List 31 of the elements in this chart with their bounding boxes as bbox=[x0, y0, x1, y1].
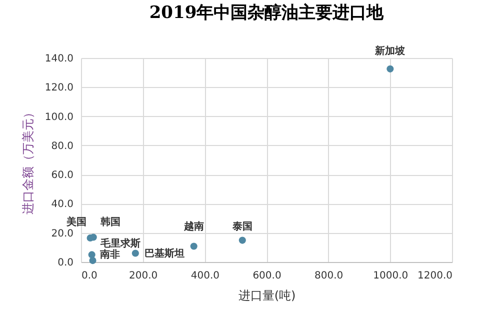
annotation: 巴基斯坦 bbox=[144, 247, 184, 260]
x-tick-label: 200.0 bbox=[129, 270, 158, 282]
x-axis-title: 进口量(吨) bbox=[238, 288, 296, 302]
annotation: 韩国 bbox=[99, 216, 120, 228]
point bbox=[238, 236, 246, 244]
x-tick-label: 800.0 bbox=[314, 270, 344, 282]
annotation: 泰国 bbox=[231, 220, 252, 232]
annotation: 美国 bbox=[65, 216, 86, 228]
y-tick-label: 120.0 bbox=[44, 82, 74, 94]
annotation: 南非 bbox=[98, 248, 120, 261]
y-tick-label: 100.0 bbox=[44, 112, 74, 123]
chart-title: 2019年中国杂醇油主要进口地 bbox=[149, 2, 385, 23]
x-tick-label: 1000.0 bbox=[373, 270, 408, 282]
annotation: 越南 bbox=[182, 220, 204, 232]
point bbox=[386, 65, 394, 72]
x-tick-label: 1200.0 bbox=[418, 270, 452, 282]
x-tick-label: 400.0 bbox=[190, 270, 220, 282]
y-tick-label: 140.0 bbox=[44, 54, 74, 64]
point bbox=[89, 257, 96, 264]
y-tick-label: 80.0 bbox=[51, 140, 74, 152]
y-tick-label: 40.0 bbox=[51, 199, 74, 210]
y-tick-label: 0.0 bbox=[58, 258, 74, 268]
y-tick-label: 60.0 bbox=[51, 170, 74, 182]
y-axis-title: 进口金额（万美元） bbox=[20, 106, 35, 214]
x-tick-label: 600.0 bbox=[252, 270, 282, 282]
x-tick-label: 0.0 bbox=[82, 270, 98, 282]
annotation: 新加坡 bbox=[374, 44, 406, 57]
point bbox=[190, 242, 198, 250]
y-tick-label: 20.0 bbox=[51, 228, 74, 240]
annotation: 毛里求斯 bbox=[100, 238, 141, 250]
point bbox=[132, 250, 139, 257]
